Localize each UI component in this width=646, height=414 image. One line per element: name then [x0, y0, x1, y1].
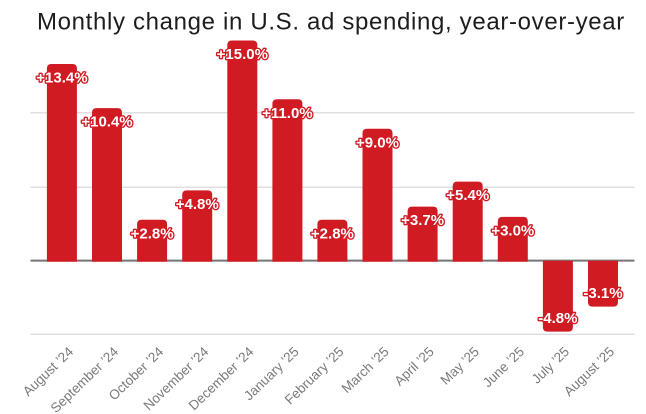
svg-text:Monthly change in U.S. ad spen: Monthly change in U.S. ad spending, year…: [37, 9, 625, 36]
svg-text:-4.8%: -4.8%: [538, 310, 577, 327]
svg-text:+15.0%: +15.0%: [217, 46, 268, 63]
svg-text:+3.0%: +3.0%: [491, 223, 534, 240]
svg-text:+2.8%: +2.8%: [311, 225, 354, 242]
svg-text:+2.8%: +2.8%: [131, 225, 174, 242]
svg-text:-3.1%: -3.1%: [583, 285, 622, 302]
svg-text:+13.4%: +13.4%: [36, 70, 87, 87]
svg-text:+9.0%: +9.0%: [356, 134, 399, 151]
svg-text:+11.0%: +11.0%: [262, 105, 312, 122]
svg-text:+4.8%: +4.8%: [176, 196, 219, 213]
svg-text:+5.4%: +5.4%: [446, 187, 489, 204]
svg-text:+10.4%: +10.4%: [81, 114, 132, 131]
svg-text:+3.7%: +3.7%: [401, 212, 444, 229]
